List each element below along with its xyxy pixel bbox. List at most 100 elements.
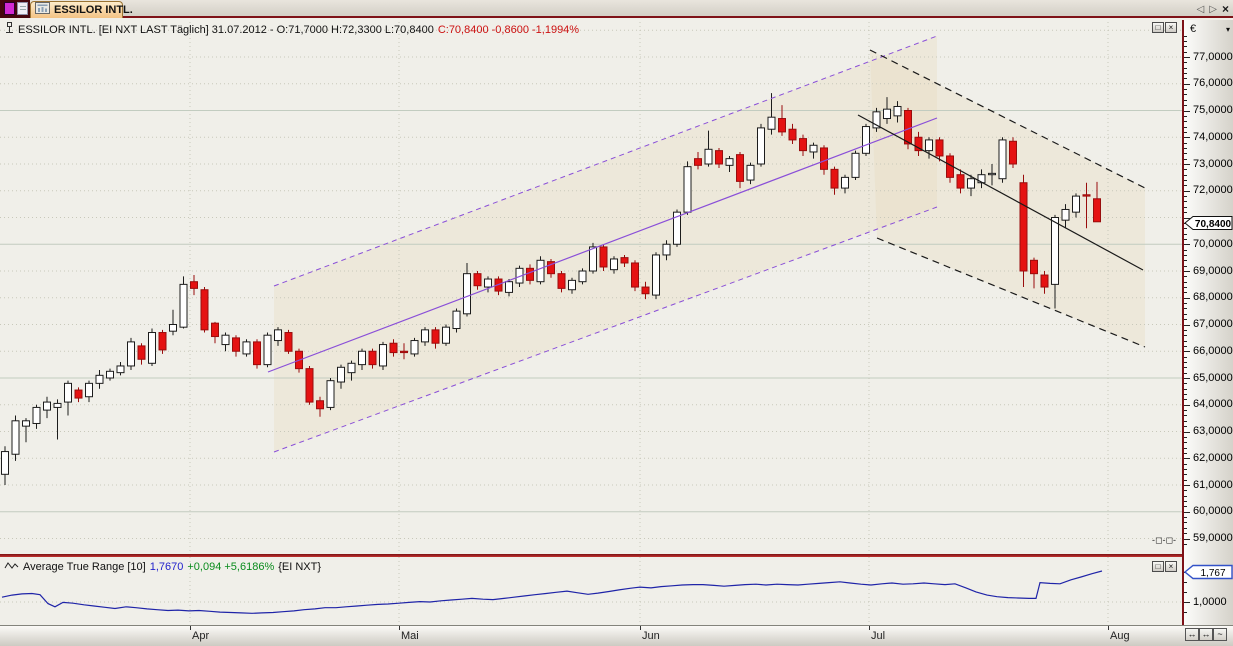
atr-value-tag: 1,767 — [1184, 564, 1233, 585]
candle — [914, 131, 923, 156]
main-panel-maximize-button[interactable]: □ — [1152, 22, 1164, 33]
candle — [43, 396, 51, 419]
candle — [368, 348, 377, 369]
tab-close-button[interactable]: × — [1221, 2, 1229, 16]
candle — [85, 380, 93, 403]
candle — [463, 262, 471, 317]
tab-scroll-right-button[interactable]: ▷ — [1209, 3, 1217, 15]
atr-chart-canvas[interactable] — [0, 557, 1182, 625]
candle — [568, 277, 576, 294]
candle — [652, 252, 660, 300]
pin-icon[interactable] — [5, 22, 14, 37]
candle — [956, 169, 965, 194]
main-panel-close-button[interactable]: × — [1165, 22, 1177, 33]
chart-list-icon[interactable] — [17, 2, 28, 15]
candle — [893, 101, 902, 123]
candle — [410, 337, 419, 357]
candle — [1061, 204, 1070, 229]
price-axis-label: 76,0000 — [1193, 77, 1233, 90]
candle — [211, 321, 219, 344]
candle — [74, 387, 83, 403]
price-axis-label: 73,0000 — [1193, 157, 1233, 170]
month-label: Apr — [192, 630, 210, 642]
candle — [746, 162, 755, 185]
atr-panel-maximize-button[interactable]: □ — [1152, 561, 1164, 572]
indicator-wave-icon — [4, 561, 19, 573]
atr-panel-buttons: □ × — [1152, 561, 1177, 572]
candle — [11, 415, 20, 461]
zoom-auto-scale-button[interactable]: ~ — [1213, 628, 1227, 641]
month-label: Mai — [401, 630, 419, 642]
candle — [53, 399, 62, 440]
candle — [232, 335, 240, 357]
time-axis[interactable]: Apr Mai Jun Jul Aug ↔ ↔ ~ — [0, 625, 1233, 646]
candle — [1019, 174, 1028, 288]
candle — [200, 287, 209, 333]
zoom-x-compress-button[interactable]: ↔ — [1185, 628, 1199, 641]
scale-link-icon[interactable]: -◻-◻- — [1152, 535, 1176, 545]
candle — [358, 348, 366, 370]
candle — [221, 332, 230, 352]
candle — [620, 254, 629, 267]
candle — [431, 327, 440, 349]
tab-scroll-left-button[interactable]: ◁ — [1196, 3, 1205, 15]
magenta-marker-icon[interactable] — [4, 2, 15, 15]
zoom-x-expand-button[interactable]: ↔ — [1199, 628, 1213, 641]
candle — [799, 134, 807, 156]
candle — [851, 150, 860, 181]
candle — [22, 418, 30, 443]
panel-separator[interactable] — [0, 554, 1182, 557]
candle — [95, 369, 104, 389]
tab-title: ESSILOR INTL. — [54, 4, 133, 16]
candle — [179, 276, 188, 329]
candle — [127, 337, 135, 370]
atr-line — [1, 570, 1103, 614]
tab-essilor-intl[interactable]: ESSILOR INTL. — [30, 1, 133, 18]
candle — [148, 328, 156, 366]
svg-text:70,8400: 70,8400 — [1195, 219, 1232, 230]
chart-header-close-values: C:70,8400 -0,8600 -1,1994% — [437, 23, 580, 36]
candle — [1082, 182, 1091, 229]
candle — [662, 240, 671, 261]
atr-change: +0,094 +5,6186% — [187, 560, 275, 573]
atr-name: Average True Range [10] — [23, 560, 146, 573]
candle — [767, 93, 776, 135]
candle — [694, 151, 702, 170]
candle — [379, 341, 387, 370]
candle — [704, 130, 713, 167]
candle — [1, 446, 9, 485]
chart-header-text: ESSILOR INTL. [EI NXT LAST Täglich] 31.0… — [18, 23, 434, 36]
candle — [284, 329, 293, 354]
currency-dropdown-arrow[interactable]: ▾ — [1225, 25, 1230, 34]
price-axis-label: 64,0000 — [1193, 398, 1233, 411]
chart-header: ESSILOR INTL. [EI NXT LAST Täglich] 31.0… — [5, 22, 580, 37]
candle — [421, 327, 429, 346]
last-price-tag: 70,8400 — [1184, 215, 1233, 236]
svg-text:1,767: 1,767 — [1200, 568, 1225, 579]
main-chart-canvas[interactable] — [0, 20, 1182, 554]
candle — [547, 258, 555, 278]
atr-panel-close-button[interactable]: × — [1165, 561, 1177, 572]
price-axis-label: 68,0000 — [1193, 291, 1233, 304]
axis-border — [1182, 20, 1184, 625]
candle — [473, 271, 482, 290]
candle — [64, 380, 72, 416]
window-corner — [0, 0, 30, 18]
candle — [536, 256, 545, 285]
price-axis-label: 62,0000 — [1193, 451, 1233, 464]
candle — [442, 324, 450, 346]
candle — [673, 209, 681, 247]
price-axis-label: 65,0000 — [1193, 371, 1233, 384]
chart-workspace: ESSILOR INTL. [EI NXT LAST Täglich] 31.0… — [0, 20, 1233, 646]
candle — [400, 343, 408, 360]
candle — [1030, 257, 1038, 289]
candle — [1093, 181, 1101, 223]
candle — [599, 244, 608, 271]
atr-value: 1,7670 — [149, 560, 184, 573]
candle — [305, 365, 314, 405]
price-axis-label: 75,0000 — [1193, 104, 1233, 116]
price-axis[interactable]: € ▾ 77,0000 76,0000 75,0000 74,0000 73,0000 7… — [1184, 20, 1233, 625]
atr-header: Average True Range [10] 1,7670 +0,094 +5… — [4, 560, 321, 573]
candle — [778, 105, 786, 136]
